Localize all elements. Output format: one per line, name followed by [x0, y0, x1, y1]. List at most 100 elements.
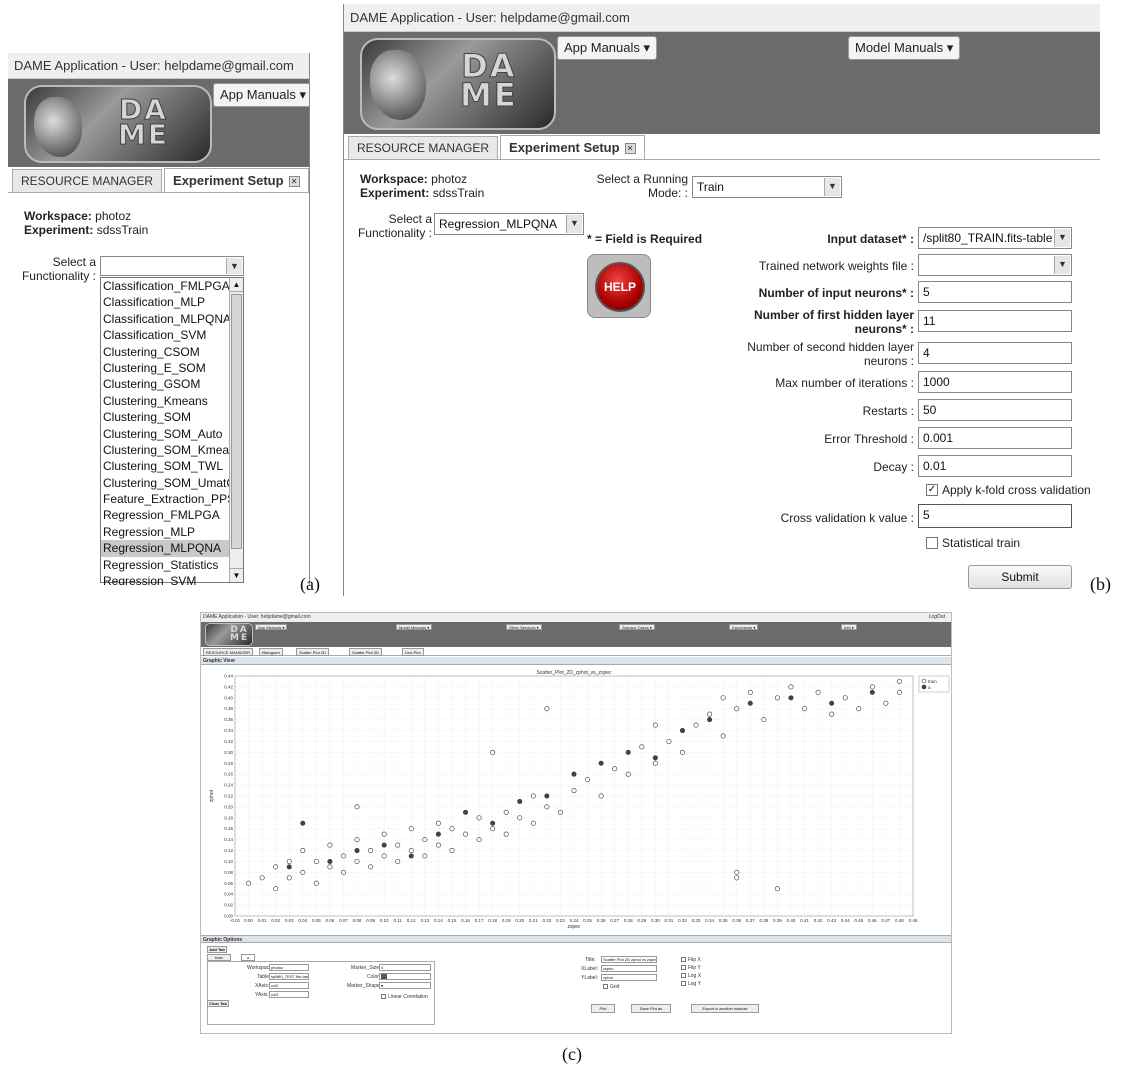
dropdown-option[interactable]: Clustering_SOM — [103, 410, 192, 425]
decay-field[interactable]: 0.01 — [918, 455, 1072, 477]
dropdown-option[interactable]: Clustering_SOM_Kmeans — [103, 442, 242, 457]
app-manuals-menu[interactable]: App Manuals ▾ — [213, 83, 309, 107]
dropdown-option[interactable]: Clustering_SOM_Auto — [103, 426, 223, 441]
dropdown-option[interactable]: Regression_MLP — [103, 524, 196, 539]
opt-marker-shape-select[interactable]: ● — [379, 982, 431, 989]
close-tab-icon[interactable]: ✕ — [288, 176, 300, 188]
dropdown-option[interactable]: Classification_FMLPGA — [103, 279, 230, 293]
legend-label-a: a — [928, 685, 931, 690]
input-dataset-select[interactable]: /split80_TRAIN.fits-table ▼ — [918, 227, 1072, 249]
tab-experiment-setup[interactable]: Experiment Setup ✕ — [500, 135, 645, 159]
app-manuals-menu[interactable]: App Manuals ▾ — [557, 36, 658, 60]
log-y-checkbox[interactable] — [681, 981, 686, 986]
scatter-chart[interactable]: 0.00 0.02 0.04 0.06 0.08 0.10 0.12 0.14 0.16 0.18… — [201, 666, 952, 934]
scroll-up-icon[interactable]: ▲ — [230, 278, 243, 292]
tab-experiment-setup[interactable]: Experiment Setup ✕ — [164, 168, 309, 192]
opt-marker-size-select[interactable]: 4 — [379, 964, 431, 971]
dropdown-option[interactable]: Clustering_Kmeans — [103, 393, 208, 408]
restarts-field[interactable]: 50 — [918, 399, 1072, 421]
c-menu-1[interactable]: Model Manuals ▾ — [396, 624, 433, 630]
dropdown-option[interactable]: Clustering_GSOM — [103, 377, 201, 392]
chevron-down-icon[interactable]: ▼ — [1054, 256, 1070, 274]
flip-x-checkbox[interactable] — [681, 957, 686, 962]
x-tick-label: 0.42 — [814, 918, 823, 923]
dropdown-scrollbar[interactable]: ▲ ▼ — [229, 278, 243, 582]
cv-k-field[interactable]: 5 — [918, 504, 1072, 528]
tab-resource-manager[interactable]: RESOURCE MANAGER — [348, 136, 499, 159]
face-logo-icon — [34, 97, 82, 157]
c-tab-1[interactable]: Histogram — [258, 648, 283, 656]
kfold-checkbox[interactable]: ✓ — [926, 484, 938, 496]
chevron-down-icon[interactable]: ▼ — [226, 258, 242, 274]
c-menu-0[interactable]: App Manuals ▾ — [255, 624, 288, 630]
c-tab-3[interactable]: Scatter Plot 3D — [349, 648, 382, 656]
grid-checkbox[interactable] — [603, 984, 608, 989]
dropdown-option[interactable]: Classification_MLPQNA — [103, 311, 232, 326]
dropdown-option[interactable]: Regression_SVM — [103, 574, 197, 585]
log-x-checkbox[interactable] — [681, 973, 686, 978]
opt-workspace-select[interactable]: photoz — [269, 964, 309, 971]
c-tab-0[interactable]: RESOURCE MANAGER — [203, 648, 254, 656]
c-logout[interactable]: LogOut — [928, 614, 945, 620]
tab-resource-manager[interactable]: RESOURCE MANAGER — [12, 169, 163, 192]
functionality-select[interactable]: Regression_MLPQNA ▼ — [434, 213, 584, 235]
dropdown-option[interactable]: Clustering_CSOM — [103, 344, 200, 359]
opt-xlabel-field[interactable]: zspec — [601, 965, 657, 972]
c-menu-4[interactable]: Documents ▾ — [729, 624, 759, 630]
statistical-train-checkbox[interactable] — [926, 537, 938, 549]
submit-button[interactable]: Submit — [968, 565, 1072, 589]
functionality-dropdown-list[interactable]: Classification_FMLPGA Classification_MLP C… — [100, 277, 244, 585]
scroll-down-icon[interactable]: ▼ — [230, 568, 243, 582]
opt-tab-train[interactable]: train — [207, 954, 231, 961]
dropdown-option[interactable]: Clustering_E_SOM — [103, 360, 206, 375]
plot-button[interactable]: Plot — [591, 1004, 615, 1013]
opt-title-field[interactable]: Scatter Plot 2D zphot vs zspec — [601, 956, 657, 963]
dropdown-option[interactable]: Classification_MLP — [103, 295, 206, 310]
weights-select[interactable]: ▼ — [918, 254, 1072, 276]
save-plot-button[interactable]: Save Plot as — [631, 1004, 671, 1013]
data-point-a — [598, 760, 604, 766]
dropdown-option[interactable]: Regression_FMLPGA — [103, 508, 220, 523]
c-tab-2[interactable]: Scatter Plot 2D — [296, 648, 329, 656]
dropdown-option[interactable]: Clustering_SOM_TWL — [103, 459, 224, 474]
max-iterations-field[interactable]: 1000 — [918, 371, 1072, 393]
scroll-thumb[interactable] — [231, 294, 242, 549]
running-mode-select[interactable]: Train ▼ — [692, 176, 842, 198]
chevron-down-icon[interactable]: ▼ — [1054, 229, 1070, 247]
dropdown-option[interactable]: Feature_Extraction_PPS — [103, 492, 236, 507]
c-tab-4[interactable]: Line Plot — [402, 648, 424, 656]
opt-table-select[interactable]: split80_TEST fits-table_res — [269, 973, 309, 980]
data-point-train — [327, 842, 333, 848]
dropdown-option[interactable]: Classification_SVM — [103, 328, 207, 343]
chevron-down-icon[interactable]: ▼ — [566, 215, 582, 233]
first-hidden-field[interactable]: 11 — [918, 310, 1072, 332]
c-menu-2[interactable]: Other Services ▾ — [506, 624, 542, 630]
data-point-a — [300, 820, 306, 826]
export-window-button[interactable]: Export in another window — [691, 1004, 759, 1013]
chevron-down-icon[interactable]: ▼ — [824, 178, 840, 196]
c-menu-5[interactable]: Info ▾ — [841, 624, 857, 630]
model-manuals-menu[interactable]: Model Manuals ▾ — [848, 36, 961, 60]
dropdown-option[interactable]: Regression_Statistics — [103, 557, 219, 572]
linear-correlation-checkbox[interactable] — [381, 994, 386, 999]
help-button[interactable]: HELP — [587, 254, 651, 318]
data-point-train — [422, 837, 428, 843]
close-tab-icon[interactable]: ✕ — [624, 143, 636, 155]
c-menu-3[interactable]: Science Cases ▾ — [619, 624, 655, 630]
dropdown-option[interactable]: Clustering_SOM_UmatCC — [103, 475, 244, 490]
error-threshold-field[interactable]: 0.001 — [918, 427, 1072, 449]
opt-yaxis-select[interactable]: col3 — [269, 991, 309, 998]
second-hidden-field[interactable]: 4 — [918, 342, 1072, 364]
x-tick-label: 0.44 — [841, 918, 850, 923]
functionality-select[interactable]: ▼ — [100, 256, 244, 276]
flip-y-checkbox[interactable] — [681, 965, 686, 970]
clear-tab-button[interactable]: Clear Tab — [207, 1000, 229, 1007]
opt-color-select[interactable] — [379, 973, 431, 980]
add-tab-button[interactable]: Add Tab — [207, 946, 227, 953]
opt-ylabel-field[interactable]: zphot — [601, 974, 657, 981]
panel-b: DAME Application - User: helpdame@gmail.… — [343, 4, 1100, 596]
dropdown-option[interactable]: Regression_MLPQNA — [101, 540, 229, 557]
input-neurons-field[interactable]: 5 — [918, 281, 1072, 303]
opt-xaxis-select[interactable]: col2 — [269, 982, 309, 989]
opt-tab-a[interactable]: a — [241, 954, 255, 961]
